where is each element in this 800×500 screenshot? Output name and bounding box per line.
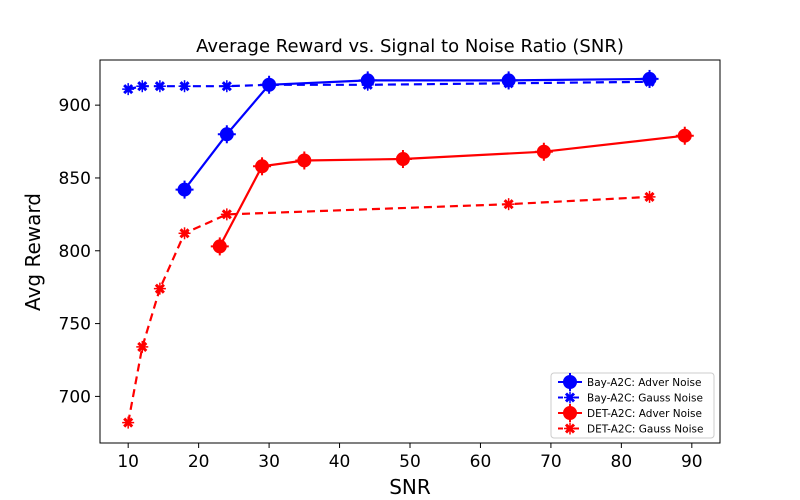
x-tick-label: 20 [188,452,210,472]
series-4 [122,190,656,429]
legend-marker [564,391,576,404]
legend-marker [564,422,576,435]
data-point [122,83,135,96]
x-tick-label: 60 [470,452,492,472]
chart-title: Average Reward vs. Signal to Noise Ratio… [196,36,624,57]
y-tick-label: 700 [59,387,91,407]
series-2 [122,75,656,96]
y-tick-label: 750 [59,315,91,335]
data-point [217,125,236,144]
legend-label: DET-A2C: Gauss Noise [587,424,703,436]
series-line [183,77,650,191]
y-axis-label: Avg Reward [21,193,45,311]
data-point [502,198,515,211]
data-point [361,78,374,91]
legend-item: DET-A2C: Gauss Noise [558,422,703,436]
data-point [220,80,233,93]
legend-label: DET-A2C: Adver Noise [587,408,702,420]
plot-area [122,69,694,429]
data-point [175,180,194,199]
data-point [502,77,515,90]
data-point [534,142,553,161]
legend-item: Bay-A2C: Adver Noise [558,373,701,391]
x-tick-label: 80 [611,452,633,472]
data-point [178,227,191,240]
x-tick-label: 50 [399,452,421,472]
x-axis-label: SNR [389,475,431,499]
data-point [643,75,656,88]
legend-marker [561,404,579,422]
series-1 [175,69,659,199]
data-point [153,80,166,93]
data-point [263,78,276,91]
data-point [136,340,149,353]
data-point [253,157,272,176]
data-point [153,282,166,295]
series-line [218,134,685,247]
axis-ticks: 10 20 30 40 50 60 70 80 90 700 750 800 850 900 [59,96,703,472]
legend-label: Bay-A2C: Adver Noise [587,377,701,389]
x-tick-label: 10 [117,452,139,472]
legend-box [550,372,715,439]
x-tick-label: 40 [329,452,351,472]
data-point [136,80,149,93]
x-tick-label: 70 [540,452,562,472]
legend-marker [561,373,579,391]
legend: Bay-A2C: Adver Noise Bay-A2C: Gauss Noise… [550,372,715,439]
legend-label: Bay-A2C: Gauss Noise [587,393,703,405]
legend-item: Bay-A2C: Gauss Noise [558,391,703,405]
data-point [295,151,314,170]
data-point [210,237,229,256]
y-tick-label: 850 [59,169,91,189]
y-tick-label: 900 [59,96,91,116]
data-point [675,126,694,145]
series-line [127,80,650,91]
series-3 [210,126,694,256]
legend-item: DET-A2C: Adver Noise [558,404,702,422]
x-tick-label: 90 [681,452,703,472]
data-point [122,416,135,429]
y-tick-label: 800 [59,242,91,262]
data-point [220,208,233,221]
data-point [178,80,191,93]
data-point [393,150,412,169]
data-point [643,190,656,203]
x-tick-label: 30 [258,452,280,472]
